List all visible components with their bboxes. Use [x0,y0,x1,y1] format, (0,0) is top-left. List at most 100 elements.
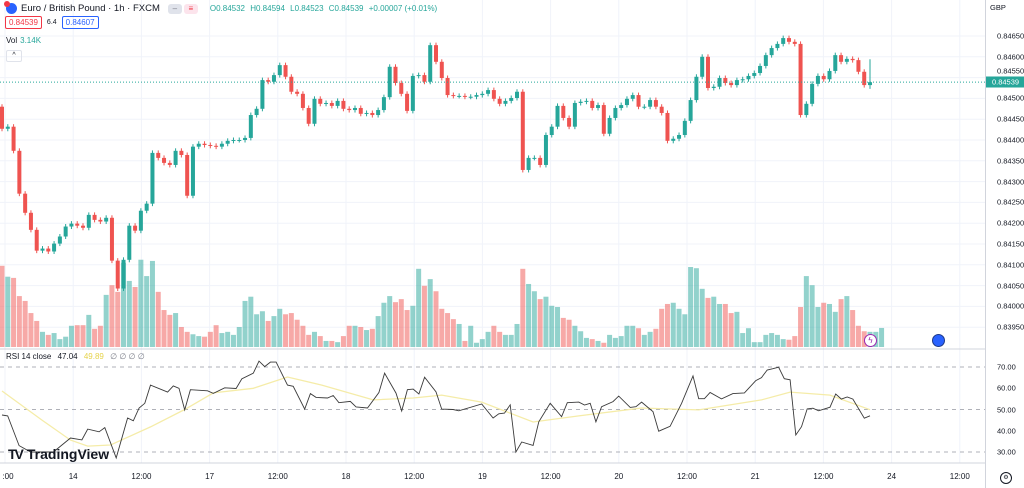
time-tick-label: 19 [477,472,487,481]
candle-body [324,102,329,104]
volume-bar [254,314,260,347]
candle-body [520,91,525,170]
volume-bar [601,342,607,347]
globe-icon[interactable] [932,334,945,347]
volume-bars [0,259,885,347]
lightning-icon[interactable]: ϟ [864,334,877,347]
time-tick-label: 24 [887,472,897,481]
candle-body [781,38,786,44]
candle-body [98,219,103,222]
volume-legend: Vol 3.14K [6,36,41,45]
candle-body [515,91,520,98]
collapse-legend-button[interactable]: ^ [6,50,22,62]
candle-body [376,110,381,116]
volume-bar [763,334,769,347]
volume-bar [699,288,705,347]
time-tick-label: 12:00 [131,472,152,481]
volume-bar [161,310,167,347]
volume-bar [381,302,387,347]
candle-body [393,66,398,84]
candle-body [480,93,485,96]
symbol-title[interactable]: Euro / British Pound · 1h · FXCM [21,3,160,14]
volume-bar [288,313,294,347]
candle-body [815,75,820,84]
volume-bar [178,327,184,347]
volume-bar [167,314,173,347]
candle-body [648,100,653,107]
volume-bar [520,268,526,347]
candle-body [798,43,803,116]
candle-body [196,143,201,147]
volume-bar [612,337,618,347]
currency-select[interactable]: GBP [990,3,1006,12]
time-tick-label: 17 [205,472,215,481]
candle-body [387,66,392,98]
candle-body [0,106,4,129]
chart-canvas[interactable] [0,0,985,488]
volume-bar [838,299,844,347]
volume-bar [97,325,103,347]
volume-bar [526,283,532,347]
volume-bar [196,336,202,347]
candle-body [549,126,554,136]
volume-bar [259,311,265,347]
rsi-ma-line [1,376,871,447]
volume-bar [213,325,219,347]
price-tick-label: 0.84150 [997,239,1024,249]
volume-bar [202,336,208,347]
rsi-label[interactable]: RSI 14 close [6,352,52,361]
candle-body [300,93,305,108]
volume-bar [792,336,798,347]
candle-body [86,214,91,228]
rsi-extra-values: ∅ ∅ ∅ ∅ [110,352,145,361]
gear-icon[interactable]: ⚙ [1000,472,1012,484]
volume-bar [283,314,289,347]
candle-body [630,95,635,99]
time-tick-label: 12:00 [949,472,970,481]
volume-bar [155,291,161,347]
tradingview-mark-icon: TV [8,446,24,462]
candle-body [659,106,664,113]
candles [0,35,872,292]
minus-icon[interactable]: – [167,3,182,14]
volume-bar [566,319,572,347]
candle-body [370,112,375,116]
candle-body [231,140,236,141]
volume-bar [555,307,561,347]
volume-bar [572,325,578,347]
candle-body [810,83,815,104]
candle-body [318,98,323,104]
candle-body [468,96,473,98]
candle-body [717,78,722,87]
candle-body [439,61,444,79]
volume-bar [103,294,109,347]
candle-body [868,82,872,86]
candle-body [682,120,687,136]
tradingview-logo[interactable]: TV TradingView [8,447,109,462]
candle-body [185,154,190,196]
volume-bar [45,334,51,347]
price-tick-label: 0.84300 [997,177,1024,187]
volume-bar [11,277,17,347]
candle-body [613,107,618,118]
volume-bar [508,334,514,347]
candle-body [729,83,734,86]
candle-body [445,78,450,96]
buy-button[interactable]: 0.84607 [61,16,99,29]
candle-body [624,98,629,106]
price-axis[interactable]: GBP 0.84539 ⚙ 0.84650 0.84600 0.84550 0.845… [985,0,1024,488]
sell-button[interactable]: 0.84539 [5,16,42,29]
volume-bar [22,300,28,347]
price-tick-label: 0.84650 [997,31,1024,41]
menu-icon[interactable]: ≡ [183,3,198,14]
candle-body [341,100,346,109]
volume-bar [728,313,734,347]
volume-bar [265,320,271,347]
candle-body [266,80,271,82]
volume-bar [630,325,636,347]
volume-bar [607,334,613,347]
volume-bar [479,339,485,347]
tradingview-text: TradingView [26,446,110,462]
candle-body [474,95,479,97]
volume-bar [693,268,699,347]
